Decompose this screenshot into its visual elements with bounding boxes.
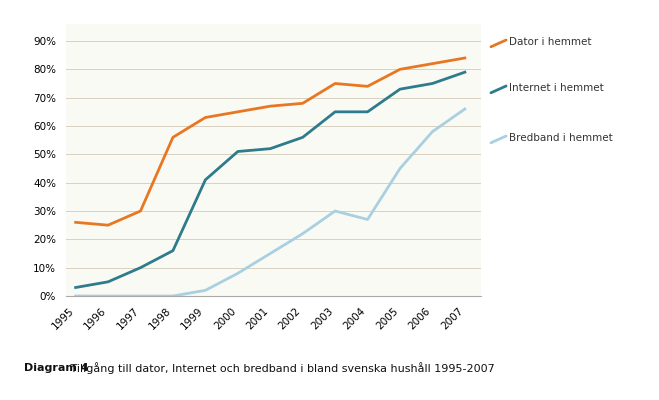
Text: Internet i hemmet: Internet i hemmet xyxy=(509,83,604,93)
Text: Bredband i hemmet: Bredband i hemmet xyxy=(509,133,612,143)
Text: Diagram 4: Diagram 4 xyxy=(24,363,88,373)
Text: Dator i hemmet: Dator i hemmet xyxy=(509,37,591,47)
Text: Tillgång till dator, Internet och bredband i bland svenska hushåll 1995-2007: Tillgång till dator, Internet och bredba… xyxy=(67,362,494,374)
